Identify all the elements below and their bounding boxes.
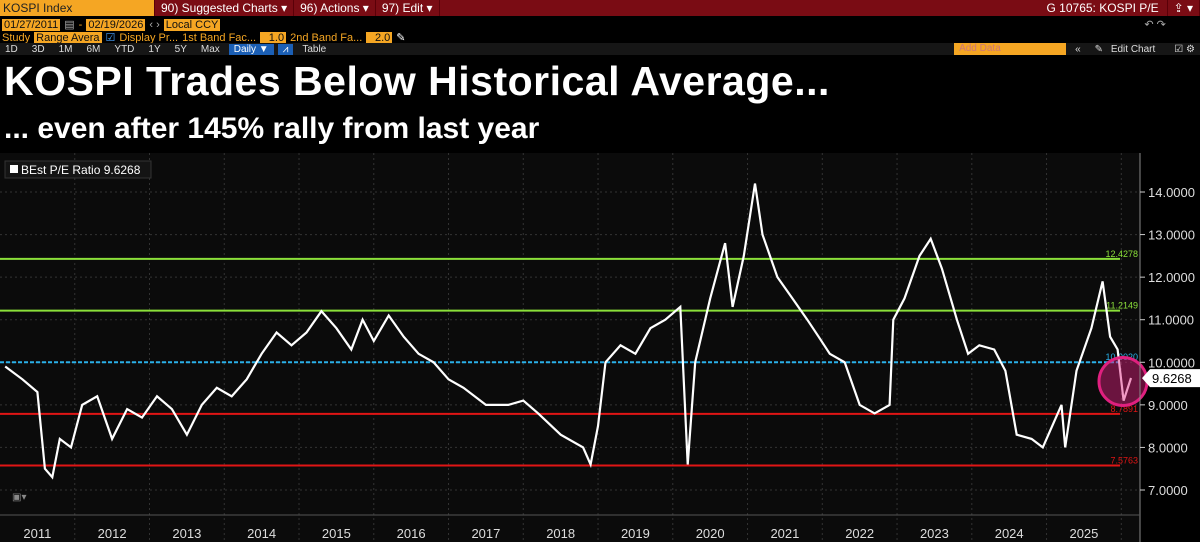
y-tick-label: 9.0000 [1148,398,1188,413]
band-label: 8.7891 [1110,404,1138,414]
legend-label: BEst P/E Ratio 9.6268 [21,163,141,177]
x-tick-label: 2013 [172,526,201,541]
x-tick-label: 2016 [397,526,426,541]
end-date-input[interactable]: 02/19/2026 [86,18,146,31]
legend-swatch [10,165,18,173]
x-tick-label: 2024 [995,526,1024,541]
x-tick-label: 2015 [322,526,351,541]
export-icon[interactable]: ⇪ ▾ [1168,0,1200,16]
band2-label: 2nd Band Fa... [290,31,363,44]
page-id: G 10765: KOSPI P/E [1041,0,1168,16]
actions-menu[interactable]: 96) Actions ▾ [294,0,376,16]
prev-icon[interactable]: ‹ › [149,18,160,31]
period-bar: 1D 3D 1M 6M YTD 1Y 5Y Max Daily ▼ ⩘ Tabl… [0,43,1200,55]
y-tick-label: 11.0000 [1148,313,1194,328]
x-tick-label: 2023 [920,526,949,541]
study-label: Study [2,31,31,44]
subheadline: ... even after 145% rally from last year [4,112,540,145]
pencil-icon[interactable]: ✎ [396,32,406,44]
x-tick-label: 2020 [696,526,725,541]
period-6m[interactable]: 6M [86,43,101,55]
legend-box [4,160,152,179]
period-3d[interactable]: 3D [31,43,45,55]
settings-icon[interactable]: ☑ ⚙ [1174,43,1195,55]
line-chart-icon[interactable]: ⩘ [277,43,294,55]
x-tick-label: 2019 [621,526,650,541]
band2-input[interactable]: 2.0 [366,31,393,44]
undo-icon[interactable]: ↶ ↷ [1144,19,1166,31]
x-tick-label: 2011 [23,526,51,541]
band-label: 11.2149 [1106,301,1138,311]
ticker-input[interactable]: KOSPI Index [0,0,155,16]
band1-input[interactable]: 1.0 [260,31,287,44]
band-label: 12.4278 [1105,249,1138,259]
calendar-icon[interactable]: ▤ [64,19,75,31]
y-tick-label: 10.0000 [1148,355,1195,370]
period-ytd[interactable]: YTD [114,43,135,55]
x-tick-label: 2021 [770,526,799,541]
period-1m[interactable]: 1M [58,43,73,55]
y-tick-label: 13.0000 [1148,228,1195,243]
plot-area [0,153,1140,542]
period-max[interactable]: Max [200,43,220,55]
frequency-select[interactable]: Daily ▼ [228,43,274,55]
table-button[interactable]: Table [302,43,327,55]
x-tick-label: 2017 [471,526,500,541]
period-1d[interactable]: 1D [5,43,18,55]
display-label: Display Pr... [119,31,179,44]
x-tick-label: 2025 [1069,526,1098,541]
headline: KOSPI Trades Below Historical Average... [4,58,830,104]
period-1y[interactable]: 1Y [148,43,161,55]
pe-ratio-line [4,183,1133,480]
zoom-control-icon[interactable]: ▣▾ [12,492,26,503]
last-value-label: 9.6268 [1152,371,1192,386]
add-data-input[interactable]: Add Data [954,43,1067,55]
y-tick-label: 8.0000 [1148,440,1188,455]
band1-label: 1st Band Fac... [182,31,257,44]
band-label: 7.5763 [1110,455,1138,465]
study-select[interactable]: Range Avera [34,31,102,44]
collapse-icon[interactable]: « [1075,43,1081,55]
display-checkbox[interactable]: ☑ [105,32,116,44]
y-tick-label: 7.0000 [1148,483,1188,498]
x-tick-label: 2014 [247,526,276,541]
start-date-input[interactable]: 01/27/2011 [2,18,61,31]
y-tick-label: 14.0000 [1148,185,1195,200]
edit-menu[interactable]: 97) Edit ▾ [376,0,440,16]
currency-select[interactable]: Local CCY [163,18,221,31]
suggested-charts-menu[interactable]: 90) Suggested Charts ▾ [155,0,295,16]
edit-chart-label: Edit Chart [1110,43,1156,55]
x-tick-label: 2012 [98,526,127,541]
period-5y[interactable]: 5Y [174,43,187,55]
y-tick-label: 12.0000 [1148,270,1195,285]
top-bar: KOSPI Index 90) Suggested Charts ▾ 96) A… [0,0,1200,16]
x-tick-label: 2022 [845,526,874,541]
edit-chart-button[interactable]: ✎ Edit Chart [1090,44,1166,55]
x-tick-label: 2018 [546,526,575,541]
last-value-tag [1142,369,1200,388]
